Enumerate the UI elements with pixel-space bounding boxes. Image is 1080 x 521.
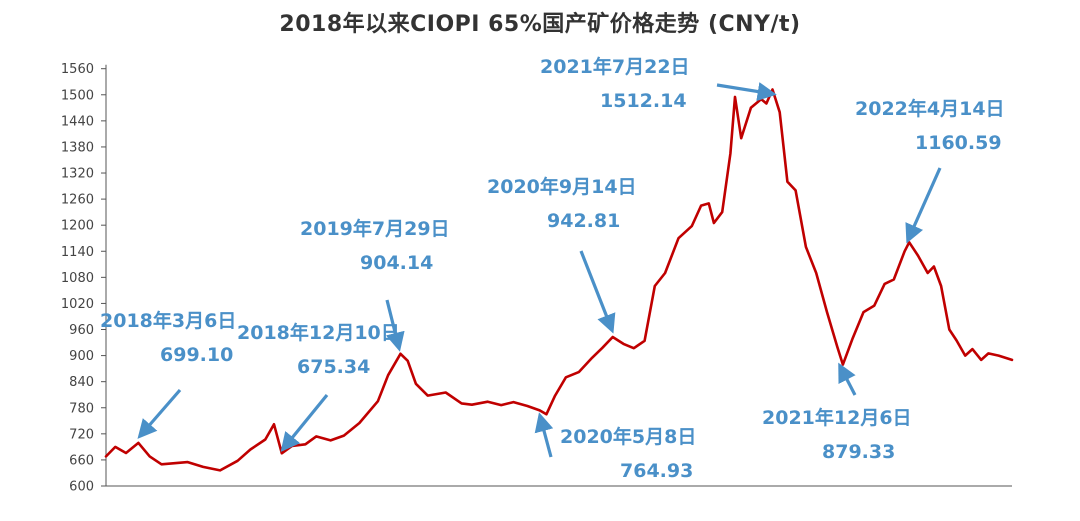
annotation-value-label: 904.14 [360,252,433,274]
annotation-arrow [579,250,616,334]
annotation-arrow [534,412,554,458]
annotation-value-label: 1160.59 [915,132,1002,154]
y-tick-label: 1200 [61,219,94,234]
y-tick-label: 720 [69,427,94,442]
annotation-value-label: 675.34 [297,356,370,378]
y-tick-label: 1020 [61,297,94,312]
annotation: 2020年5月8日 764.93 [534,412,696,482]
y-tick-label: 780 [69,401,94,416]
annotation-value-label: 699.10 [160,344,233,366]
annotation-date-label: 2021年12月6日 [762,406,912,429]
chart-title: 2018年以来CIOPI 65%国产矿价格走势 (CNY/t) [279,12,801,37]
annotation-arrow [137,388,182,439]
annotation-arrow [905,167,942,244]
annotation-date-label: 2018年12月10日 [237,321,400,344]
annotation-value-label: 1512.14 [600,90,687,112]
annotation-value-label: 942.81 [547,210,620,232]
annotation: 2020年9月14日 942.81 [487,175,637,334]
y-tick-label: 960 [69,323,94,338]
y-tick-label: 600 [69,480,94,495]
y-tick-label: 1260 [61,193,94,208]
annotation-date-label: 2020年5月8日 [560,425,696,448]
annotation: 2018年3月6日 699.10 [100,309,236,439]
y-tick-label: 1320 [61,167,94,182]
y-tick-label: 1560 [61,62,94,77]
annotation: 2022年4月14日 1160.59 [855,97,1005,244]
annotation-arrow [716,82,777,102]
y-tick-label: 1080 [61,271,94,286]
y-tick-label: 1440 [61,114,94,129]
annotation: 2018年12月10日 675.34 [237,321,400,452]
y-tick-label: 900 [69,349,94,364]
annotation-value-label: 764.93 [620,460,693,482]
annotation-arrow [838,362,857,396]
y-tick-label: 840 [69,375,94,390]
y-tick-label: 1140 [61,245,94,260]
y-tick-label: 1380 [61,140,94,155]
annotation-date-label: 2018年3月6日 [100,309,236,332]
y-tick-label: 660 [69,453,94,468]
annotation: 2021年12月6日 879.33 [762,362,912,463]
annotation-date-label: 2019年7月29日 [300,217,450,240]
annotation-date-label: 2021年7月22日 [540,55,690,78]
annotation-arrow [385,299,405,352]
annotation-arrow [280,393,329,452]
annotation: 2021年7月22日 1512.14 [540,55,777,112]
annotation-date-label: 2022年4月14日 [855,97,1005,120]
y-tick-label: 1500 [61,88,94,103]
annotation-value-label: 879.33 [822,441,895,463]
annotation-date-label: 2020年9月14日 [487,175,637,198]
annotation: 2019年7月29日 904.14 [300,217,450,352]
